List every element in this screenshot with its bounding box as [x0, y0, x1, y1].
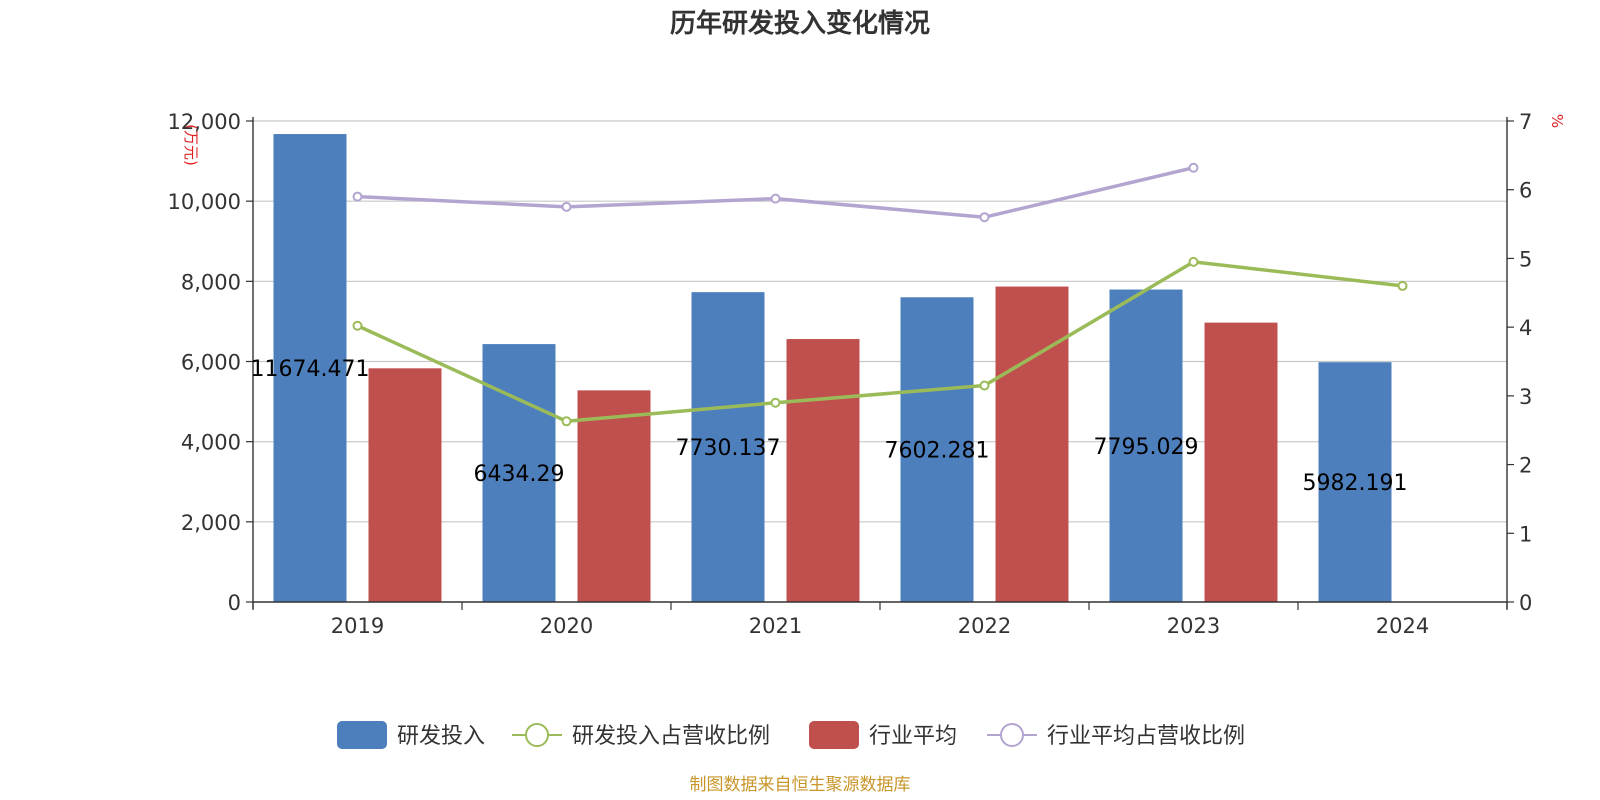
left-tick-label: 2,000: [181, 511, 241, 535]
legend-label: 行业平均: [869, 724, 957, 749]
line-point: [352, 191, 363, 202]
line-industry-ratio: [357, 166, 1194, 219]
line-point: [1188, 256, 1199, 267]
bar-rd-investment: [1109, 289, 1183, 602]
left-tick-label: 8,000: [181, 270, 241, 294]
legend-line-marker: [525, 723, 549, 747]
legend-line-marker: [1000, 723, 1024, 747]
legend-bar-swatch: [809, 721, 859, 749]
line-point: [979, 380, 990, 391]
line-point: [770, 193, 781, 204]
right-tick-label: 3: [1519, 385, 1532, 409]
axes: 0 2,000 4,000 6,000 8,000 10,000 12,000 0 1 2 3 4 5 6…: [168, 110, 1533, 638]
x-tick-label: 2021: [749, 614, 802, 638]
lines: [352, 162, 1408, 427]
right-tick-label: 2: [1519, 454, 1532, 478]
bar-rd-investment: [691, 292, 765, 602]
bar-industry-average: [577, 390, 651, 602]
x-tick-label: 2023: [1167, 614, 1220, 638]
left-tick-label: 0: [228, 591, 241, 615]
bars: [273, 134, 1392, 603]
grid: [253, 120, 1507, 523]
left-tick-label: 12,000: [168, 110, 241, 134]
left-tick-label: 6,000: [181, 351, 241, 375]
line-point: [352, 320, 363, 331]
bar-industry-average: [995, 286, 1069, 602]
legend-label: 研发投入占营收比例: [572, 724, 770, 749]
bar-rd-investment: [1318, 362, 1392, 602]
right-tick-label: 0: [1519, 591, 1532, 615]
line-point: [561, 416, 572, 427]
line-point: [979, 212, 990, 223]
bar-industry-average: [786, 339, 860, 602]
line-point: [1397, 280, 1408, 291]
x-tick-label: 2024: [1376, 614, 1429, 638]
legend-label: 研发投入: [397, 724, 485, 749]
bar-data-label: 7795.029: [1094, 435, 1199, 460]
right-tick-label: 5: [1519, 247, 1532, 271]
bar-industry-average: [368, 368, 442, 602]
bar-data-label: 11674.471: [251, 357, 370, 382]
bar-data-label: 6434.29: [474, 462, 565, 487]
right-axis-unit: %: [1548, 114, 1566, 128]
left-tick-label: 10,000: [168, 190, 241, 214]
bar-data-label: 7730.137: [676, 436, 781, 461]
line-point: [770, 397, 781, 408]
bar-data-label: 7602.281: [885, 439, 990, 464]
line-point: [1188, 162, 1199, 173]
chart-title: 历年研发投入变化情况: [670, 8, 930, 39]
left-tick-label: 4,000: [181, 431, 241, 455]
x-tick-label: 2020: [540, 614, 593, 638]
line-point: [561, 201, 572, 212]
right-tick-label: 7: [1519, 110, 1532, 134]
data-labels: 11674.471 6434.29 7730.137 7602.281 7795.029…: [251, 357, 1408, 496]
bar-rd-investment: [273, 134, 347, 603]
bar-rd-investment: [900, 297, 974, 602]
right-tick-label: 1: [1519, 522, 1532, 546]
right-tick-label: 6: [1519, 179, 1532, 203]
bar-data-label: 5982.191: [1303, 471, 1408, 496]
bar-industry-average: [1204, 322, 1278, 602]
legend: 研发投入 研发投入占营收比例 行业平均 行业平均占营收比例: [337, 721, 1245, 749]
left-axis-unit: (万元): [182, 124, 200, 166]
x-tick-label: 2019: [331, 614, 384, 638]
line-rd-ratio: [356, 260, 1403, 424]
source-note: 制图数据来自恒生聚源数据库: [690, 775, 911, 795]
x-tick-label: 2022: [958, 614, 1011, 638]
legend-bar-swatch: [337, 721, 387, 749]
right-tick-label: 4: [1519, 316, 1532, 340]
legend-label: 行业平均占营收比例: [1047, 724, 1245, 749]
